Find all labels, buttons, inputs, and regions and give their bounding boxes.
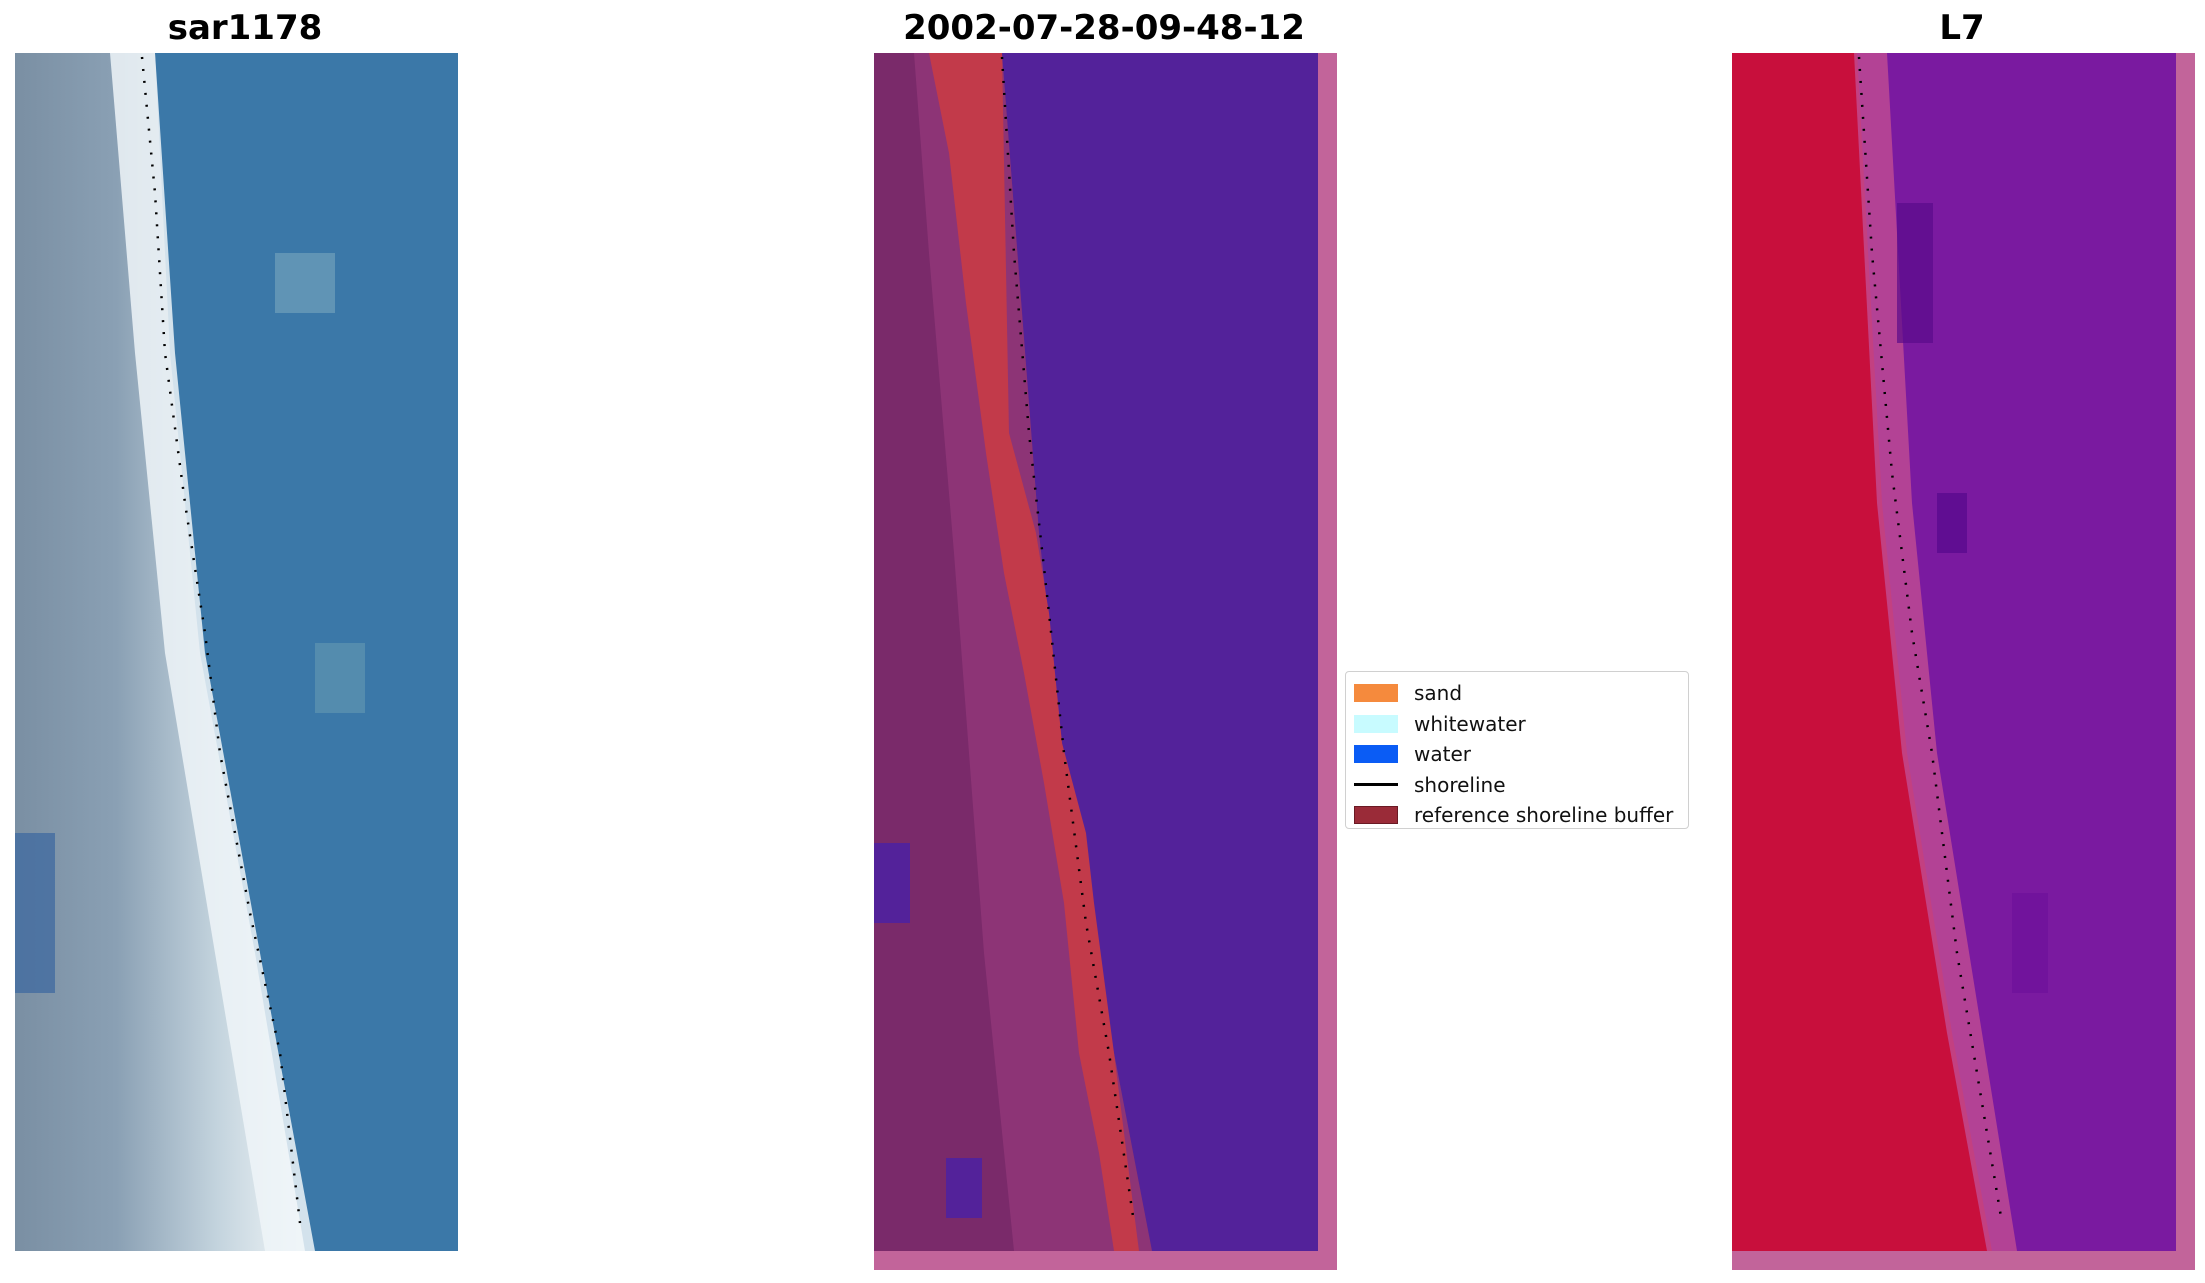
legend-item-reference-buffer: reference shoreline buffer	[1354, 800, 1680, 831]
legend-swatch-reference-buffer	[1354, 806, 1398, 825]
rgb-image-panel	[15, 53, 458, 1251]
legend-label: whitewater	[1414, 711, 1526, 736]
legend-item-shoreline: shoreline	[1354, 770, 1680, 801]
legend-item-water: water	[1354, 739, 1680, 770]
legend-label: reference shoreline buffer	[1414, 803, 1674, 828]
pixel-patch	[1897, 203, 1933, 343]
nir-image-panel	[1732, 53, 2195, 1270]
pixel-patch	[1937, 493, 1967, 553]
legend-item-sand: sand	[1354, 678, 1680, 709]
classified-image-panel	[874, 53, 1337, 1270]
legend-label: shoreline	[1414, 772, 1506, 797]
panel-title-rgb: sar1178	[167, 8, 323, 48]
pixel-patch	[15, 833, 55, 993]
legend: sand whitewater water shoreline referenc…	[1345, 671, 1689, 829]
transition-band	[1832, 53, 2017, 1251]
legend-label: water	[1414, 742, 1471, 767]
legend-swatch-whitewater	[1354, 714, 1398, 733]
land-area	[1732, 53, 1992, 1251]
legend-swatch-sand	[1354, 684, 1398, 703]
legend-swatch-shoreline	[1354, 783, 1398, 787]
water-pixels-small	[874, 843, 910, 923]
reference-buffer	[929, 53, 1139, 1251]
panel-title-nir: L7	[1939, 8, 1985, 48]
legend-item-whitewater: whitewater	[1354, 709, 1680, 740]
legend-label: sand	[1414, 681, 1463, 706]
water-pixels-small	[946, 1158, 982, 1218]
pixel-patch	[2012, 893, 2048, 993]
pixel-patch	[275, 253, 335, 313]
panel-title-classified: 2002-07-28-09-48-12	[903, 8, 1305, 48]
legend-swatch-water	[1354, 745, 1398, 764]
whitewater-band	[110, 53, 315, 1251]
pixel-patch	[315, 643, 365, 713]
